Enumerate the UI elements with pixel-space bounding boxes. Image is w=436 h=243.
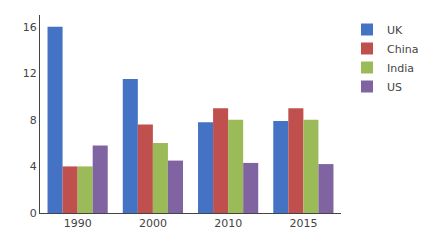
svg-text:2010: 2010 — [214, 217, 242, 230]
svg-text:2000: 2000 — [139, 217, 167, 230]
svg-text:4: 4 — [30, 160, 37, 173]
svg-text:1990: 1990 — [64, 217, 92, 230]
svg-text:UK: UK — [387, 24, 403, 37]
svg-text:China: China — [387, 43, 418, 56]
svg-text:8: 8 — [30, 114, 37, 127]
svg-text:0: 0 — [30, 207, 37, 220]
svg-text:16: 16 — [23, 21, 37, 34]
svg-text:12: 12 — [23, 67, 37, 80]
svg-text:2015: 2015 — [289, 217, 317, 230]
svg-text:US: US — [387, 81, 402, 94]
svg-text:India: India — [387, 62, 414, 75]
